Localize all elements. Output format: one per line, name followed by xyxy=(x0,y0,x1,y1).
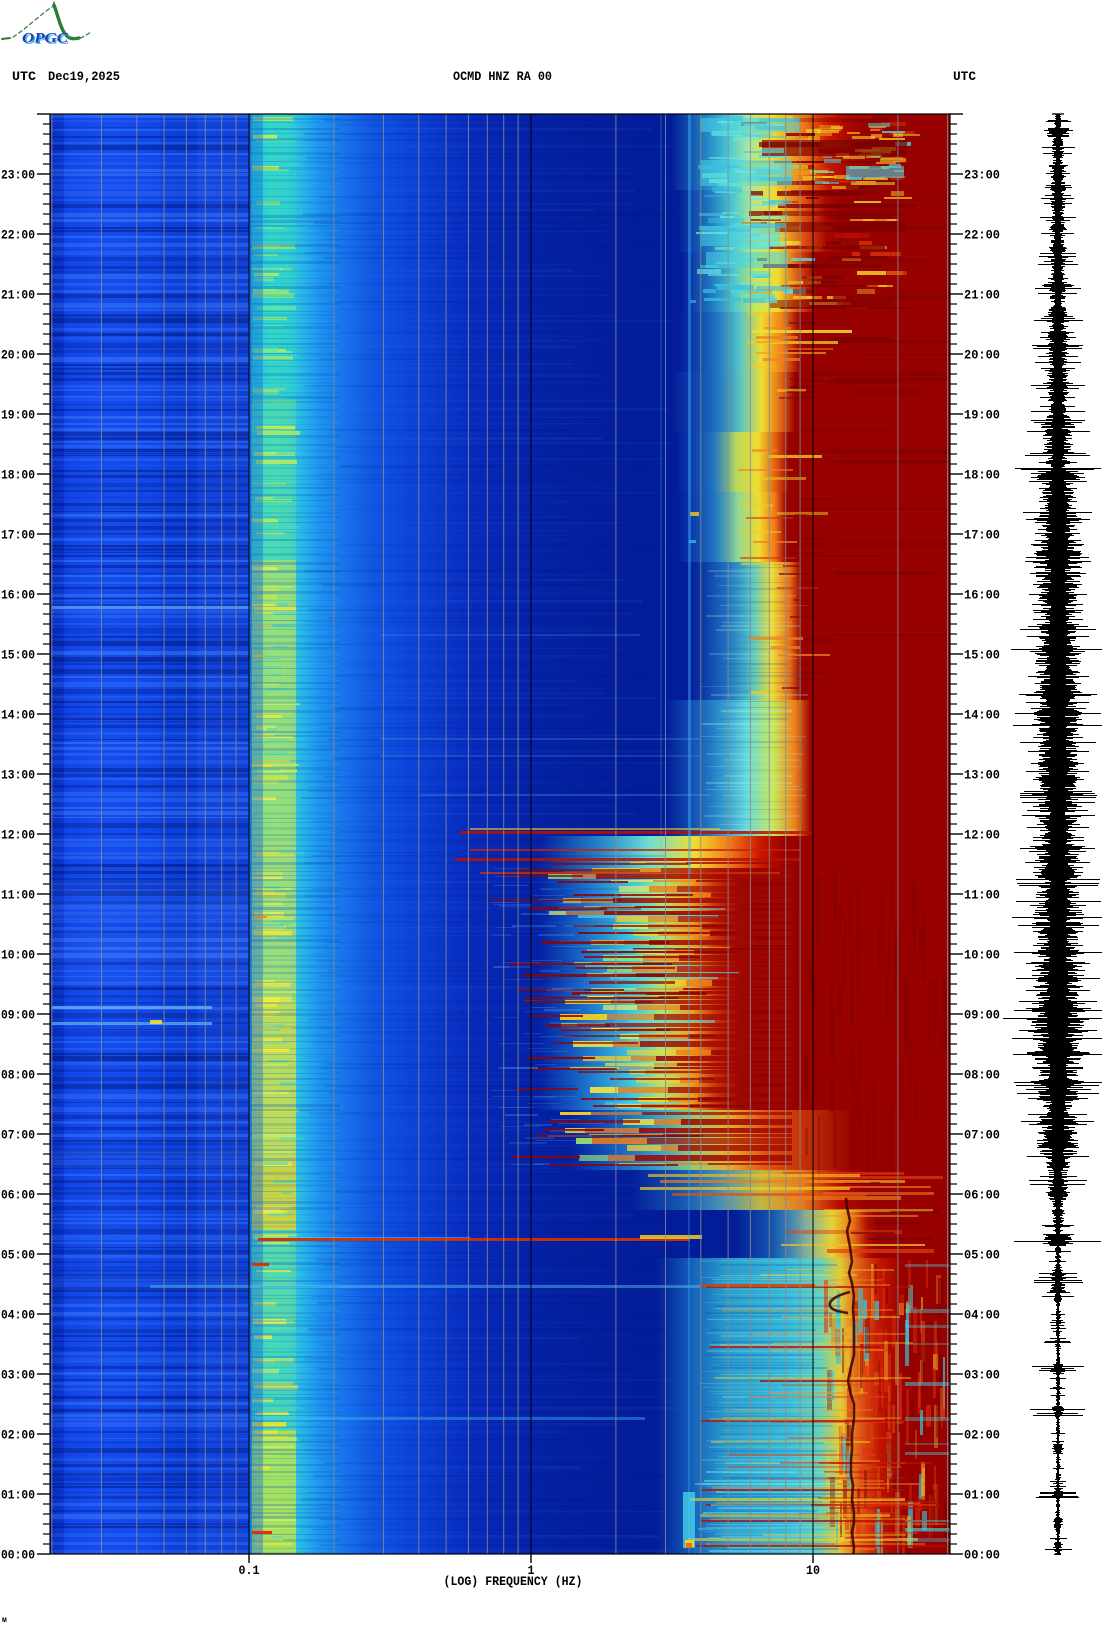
svg-text:08:00: 08:00 xyxy=(964,1068,1000,1083)
svg-text:08:00: 08:00 xyxy=(1,1068,35,1083)
svg-text:Dec19,2025: Dec19,2025 xyxy=(48,69,120,84)
svg-text:UTC: UTC xyxy=(12,69,36,84)
svg-text:07:00: 07:00 xyxy=(1,1128,35,1143)
svg-text:13:00: 13:00 xyxy=(964,768,1000,783)
svg-text:OCMD HNZ RA 00: OCMD HNZ RA 00 xyxy=(453,69,552,84)
svg-text:15:00: 15:00 xyxy=(964,648,1000,663)
svg-text:0.1: 0.1 xyxy=(239,1563,260,1578)
svg-text:11:00: 11:00 xyxy=(1,888,35,903)
svg-text:06:00: 06:00 xyxy=(964,1188,1000,1203)
svg-text:19:00: 19:00 xyxy=(1,408,35,423)
svg-text:12:00: 12:00 xyxy=(964,828,1000,843)
svg-text:16:00: 16:00 xyxy=(1,588,35,603)
svg-text:04:00: 04:00 xyxy=(1,1308,35,1323)
svg-text:14:00: 14:00 xyxy=(1,708,35,723)
svg-text:21:00: 21:00 xyxy=(1,288,35,303)
svg-text:23:00: 23:00 xyxy=(1,168,35,183)
svg-text:07:00: 07:00 xyxy=(964,1128,1000,1143)
svg-text:10:00: 10:00 xyxy=(964,948,1000,963)
svg-text:OPGC: OPGC xyxy=(22,31,69,47)
svg-text:05:00: 05:00 xyxy=(964,1248,1000,1263)
svg-text:19:00: 19:00 xyxy=(964,408,1000,423)
svg-text:00:00: 00:00 xyxy=(1,1548,35,1563)
svg-text:(LOG) FREQUENCY (HZ): (LOG) FREQUENCY (HZ) xyxy=(444,1575,583,1589)
svg-text:22:00: 22:00 xyxy=(964,228,1000,243)
svg-text:23:00: 23:00 xyxy=(964,168,1000,183)
svg-text:13:00: 13:00 xyxy=(1,768,35,783)
svg-text:17:00: 17:00 xyxy=(1,528,35,543)
svg-text:14:00: 14:00 xyxy=(964,708,1000,723)
svg-text:01:00: 01:00 xyxy=(964,1488,1000,1503)
svg-text:16:00: 16:00 xyxy=(964,588,1000,603)
svg-text:02:00: 02:00 xyxy=(964,1428,1000,1443)
svg-text:12:00: 12:00 xyxy=(1,828,35,843)
svg-text:20:00: 20:00 xyxy=(964,348,1000,363)
svg-text:18:00: 18:00 xyxy=(1,468,35,483)
svg-text:17:00: 17:00 xyxy=(964,528,1000,543)
svg-text:00:00: 00:00 xyxy=(964,1548,1000,1563)
svg-text:22:00: 22:00 xyxy=(1,228,35,243)
svg-text:1: 1 xyxy=(528,1563,535,1578)
svg-text:20:00: 20:00 xyxy=(1,348,35,363)
svg-text:OPGC: OPGC xyxy=(24,32,71,48)
svg-text:10:00: 10:00 xyxy=(1,948,35,963)
svg-text:03:00: 03:00 xyxy=(1,1368,35,1383)
svg-text:UTC: UTC xyxy=(953,69,976,84)
svg-text:15:00: 15:00 xyxy=(1,648,35,663)
svg-text:18:00: 18:00 xyxy=(964,468,1000,483)
svg-text:21:00: 21:00 xyxy=(964,288,1000,303)
svg-text:06:00: 06:00 xyxy=(1,1188,35,1203)
svg-text:09:00: 09:00 xyxy=(964,1008,1000,1023)
svg-text:10: 10 xyxy=(806,1563,820,1578)
svg-text:03:00: 03:00 xyxy=(964,1368,1000,1383)
svg-text:11:00: 11:00 xyxy=(964,888,1000,903)
svg-text:01:00: 01:00 xyxy=(1,1488,35,1503)
svg-text:09:00: 09:00 xyxy=(1,1008,35,1023)
svg-text:м: м xyxy=(2,1616,7,1625)
svg-text:05:00: 05:00 xyxy=(1,1248,35,1263)
svg-text:02:00: 02:00 xyxy=(1,1428,35,1443)
svg-text:04:00: 04:00 xyxy=(964,1308,1000,1323)
